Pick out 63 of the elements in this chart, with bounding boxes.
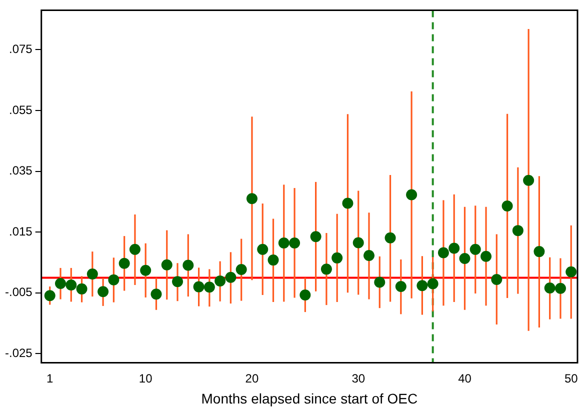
point [66, 279, 77, 290]
x-tick-label: 50 [564, 371, 578, 386]
point [480, 250, 492, 262]
point [289, 238, 300, 249]
point [438, 247, 449, 258]
point [459, 253, 470, 264]
point [310, 231, 322, 242]
point [523, 174, 534, 186]
y-tick-label: .075 [8, 42, 33, 56]
point [512, 225, 524, 236]
point [470, 244, 481, 255]
y-tick-label: .015 [8, 224, 33, 238]
point [374, 276, 386, 288]
y-tick-label: .035 [8, 164, 33, 178]
point [300, 290, 311, 301]
point [332, 252, 343, 264]
x-axis-title: Months elapsed since start of OEC [201, 390, 418, 406]
point [225, 272, 236, 283]
point [98, 286, 109, 298]
point [150, 288, 162, 300]
point [416, 280, 428, 292]
point [395, 281, 406, 292]
point [204, 282, 215, 293]
point [534, 246, 545, 258]
point [384, 232, 396, 244]
point [278, 238, 290, 249]
point [182, 260, 194, 271]
point [140, 264, 152, 276]
point [544, 282, 556, 294]
y-tick-label: -.005 [4, 285, 33, 300]
point [491, 274, 502, 286]
point [129, 244, 140, 255]
point [108, 274, 120, 286]
point [76, 283, 88, 294]
point [320, 264, 332, 275]
point [214, 276, 226, 287]
point [257, 244, 268, 255]
point [352, 237, 364, 248]
point [118, 258, 130, 269]
x-tick-label: 40 [458, 371, 472, 386]
y-tick-label: .055 [8, 102, 33, 117]
point [246, 193, 258, 204]
x-tick-label: 30 [352, 371, 366, 386]
point [502, 200, 513, 212]
y-tick-label: -.025 [4, 346, 33, 360]
point [268, 254, 279, 266]
point [554, 282, 566, 294]
point [406, 189, 418, 200]
point [193, 281, 204, 292]
point [448, 242, 460, 254]
point [172, 276, 184, 288]
point [86, 268, 98, 280]
point [236, 264, 247, 275]
x-tick-label: 20 [245, 371, 259, 386]
point [427, 278, 438, 290]
x-tick-label: 10 [138, 371, 153, 386]
point [342, 198, 354, 209]
point [55, 278, 66, 289]
point [364, 250, 374, 261]
point [44, 290, 56, 302]
point [161, 259, 172, 270]
x-tick-label: 1 [46, 371, 54, 386]
point [566, 266, 577, 278]
